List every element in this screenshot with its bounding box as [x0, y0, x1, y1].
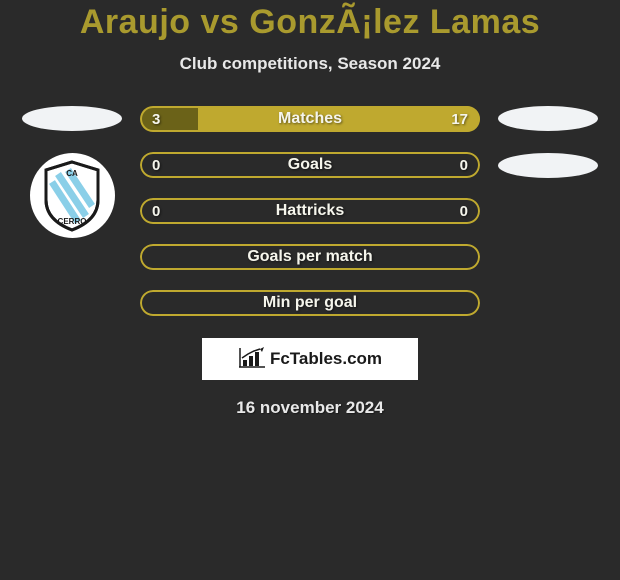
stat-bar: 317Matches [140, 106, 480, 132]
comparison-widget: Araujo vs GonzÃ¡lez Lamas Club competiti… [0, 0, 620, 418]
stat-bar: Min per goal [140, 290, 480, 316]
page-title: Araujo vs GonzÃ¡lez Lamas [0, 3, 620, 42]
fctables-text: FcTables.com [270, 349, 382, 369]
bar-chart-icon [238, 346, 266, 373]
content-row: CA CERRO 317Matches 00Goals 00Hattricks Goa… [0, 106, 620, 316]
stat-bars: 317Matches 00Goals 00Hattricks Goals per ma… [140, 106, 480, 316]
stat-bar: 00Hattricks [140, 198, 480, 224]
stat-bar: Goals per match [140, 244, 480, 270]
left-player-col: CA CERRO [22, 106, 122, 316]
date-label: 16 november 2024 [236, 398, 383, 418]
player-avatar-left [22, 106, 122, 131]
stat-label: Min per goal [140, 294, 480, 312]
stat-label: Matches [140, 110, 480, 128]
right-player-col [498, 106, 598, 316]
subtitle: Club competitions, Season 2024 [0, 54, 620, 74]
fctables-logo: FcTables.com [202, 338, 418, 380]
cerro-badge-icon: CA CERRO [42, 160, 102, 232]
player-avatar-right-2 [498, 153, 598, 178]
player-avatar-right-1 [498, 106, 598, 131]
stat-label: Goals [140, 156, 480, 174]
stat-bar: 00Goals [140, 152, 480, 178]
stat-label: Goals per match [140, 248, 480, 266]
svg-text:CA: CA [66, 169, 78, 178]
team-logo-left: CA CERRO [30, 153, 115, 238]
stat-label: Hattricks [140, 202, 480, 220]
footer: FcTables.com 16 november 2024 [0, 338, 620, 418]
